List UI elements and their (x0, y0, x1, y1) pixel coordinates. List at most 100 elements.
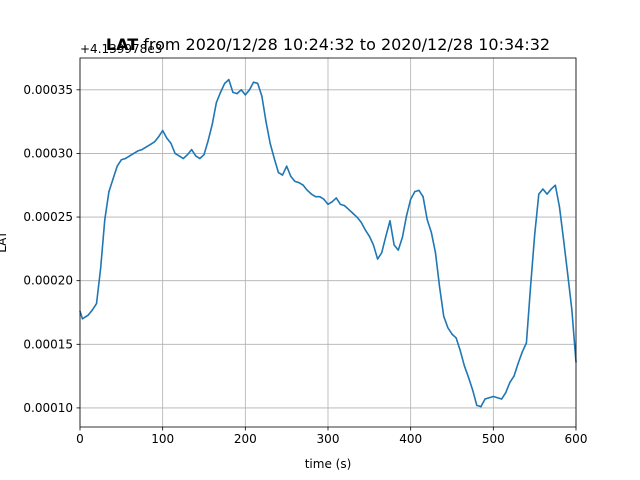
data-point (186, 154, 189, 156)
data-point (463, 365, 466, 367)
data-point (277, 171, 280, 174)
data-point (153, 141, 156, 143)
chart-title: LAT from 2020/12/28 10:24:32 to 2020/12/… (106, 35, 550, 54)
data-point (546, 193, 548, 195)
data-point (161, 129, 164, 132)
data-point (112, 178, 114, 180)
data-point (306, 189, 309, 192)
data-point (178, 155, 180, 157)
chart-title-bold: LAT (106, 35, 138, 54)
data-point (190, 148, 193, 151)
data-point (203, 154, 205, 156)
data-point (244, 94, 247, 96)
data-point (496, 397, 499, 399)
data-point (290, 175, 292, 178)
data-point (542, 188, 544, 190)
data-point (323, 198, 325, 200)
data-point (385, 235, 387, 237)
data-point (451, 333, 453, 335)
data-point (484, 398, 486, 400)
data-point (347, 208, 350, 211)
data-point (430, 231, 433, 234)
data-point (513, 375, 515, 377)
x-tick-label: 600 (565, 432, 588, 446)
data-point (133, 152, 135, 155)
data-point (81, 318, 84, 320)
y-tick-label: 0.00035 (23, 83, 73, 97)
data-point (372, 244, 375, 246)
data-point (261, 95, 263, 97)
x-tick-label: 500 (482, 432, 505, 446)
data-point (199, 157, 201, 160)
data-point (120, 159, 123, 161)
x-tick-label: 0 (76, 432, 84, 446)
data-point (393, 244, 395, 246)
data-point (397, 249, 399, 251)
data-point (327, 203, 329, 206)
data-point (352, 212, 354, 214)
data-point (368, 235, 371, 237)
data-point (401, 236, 404, 239)
data-point (269, 142, 271, 144)
data-point (174, 152, 176, 155)
data-point (525, 342, 528, 344)
data-point (467, 376, 470, 379)
data-point (331, 201, 333, 203)
data-point (356, 216, 358, 218)
data-point (149, 143, 151, 146)
data-point (141, 148, 143, 151)
data-point (389, 220, 391, 222)
data-point (339, 203, 342, 206)
data-point (294, 180, 296, 183)
data-point (108, 190, 110, 193)
data-point (476, 404, 478, 407)
data-point (571, 309, 573, 311)
data-point (538, 193, 540, 195)
data-point (298, 182, 300, 184)
y-tick-label: 0.00015 (23, 337, 73, 351)
data-point (554, 184, 557, 186)
x-tick-label: 100 (151, 432, 174, 446)
data-point (265, 120, 267, 123)
data-point (488, 397, 490, 399)
data-point (335, 197, 337, 199)
data-point (319, 195, 321, 198)
data-point (364, 229, 366, 231)
data-point (443, 315, 445, 317)
x-axis-label: time (s) (305, 457, 352, 471)
y-offset-label: +4.139978e3 (80, 42, 162, 56)
data-point (360, 221, 362, 223)
data-point (232, 91, 234, 94)
data-point (418, 189, 420, 192)
data-point (414, 190, 416, 193)
grid (79, 58, 577, 427)
y-tick-label: 0.00020 (23, 274, 73, 288)
data-point (492, 395, 495, 398)
data-point (422, 195, 424, 198)
data-point (310, 193, 313, 195)
data-point (252, 81, 255, 83)
data-point (434, 251, 437, 254)
data-point (505, 391, 507, 394)
data-point (438, 286, 441, 288)
data-point (533, 234, 536, 236)
data-point (137, 150, 139, 152)
data-point (500, 398, 503, 400)
y-tick-label: 0.00025 (23, 210, 73, 224)
data-point (558, 206, 561, 208)
data-point (459, 349, 461, 352)
data-point (405, 215, 408, 217)
data-point (455, 337, 457, 339)
data-point (248, 89, 251, 91)
data-point (381, 251, 383, 254)
data-point (223, 82, 226, 85)
series-layer (79, 78, 577, 408)
y-tick-label: 0.00010 (23, 401, 73, 415)
data-point (447, 327, 449, 329)
data-point (471, 389, 474, 391)
axis-ticks: 0 100 200 300 400 500 600 0.00010 0.00015 0.00020… (23, 83, 587, 446)
data-point (521, 351, 523, 353)
data-point (145, 146, 147, 148)
